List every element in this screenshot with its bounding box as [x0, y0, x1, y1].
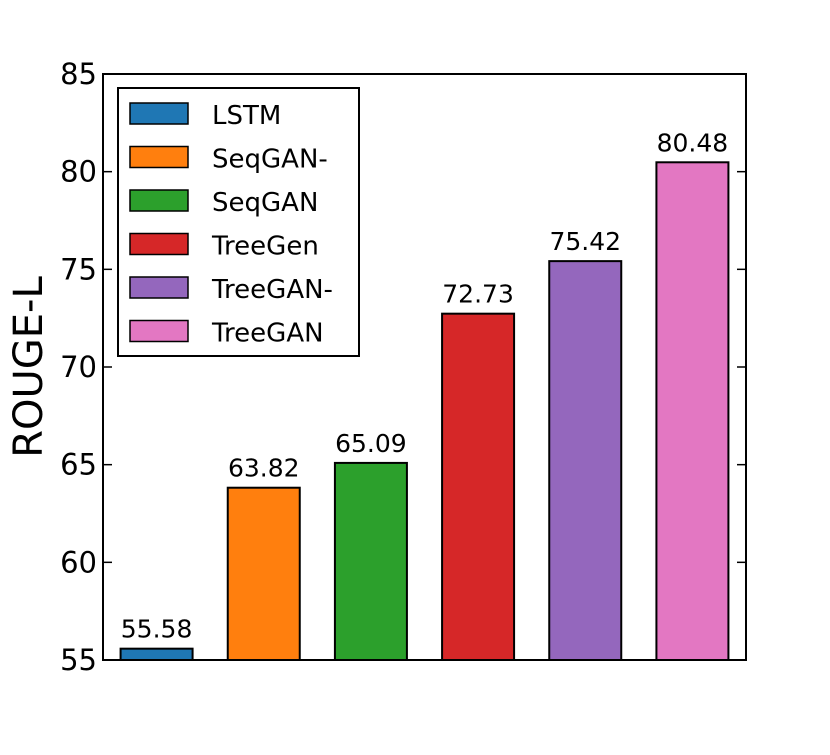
- legend-label: SeqGAN: [212, 188, 318, 218]
- legend-label: TreeGen: [211, 232, 319, 262]
- legend-label: TreeGAN-: [211, 275, 333, 305]
- legend-swatch: [129, 232, 189, 256]
- axes-frame: [102, 73, 747, 661]
- legend-swatch: [129, 276, 189, 299]
- bar-value-label: 63.82: [228, 454, 300, 483]
- legend-label: LSTM: [212, 101, 281, 131]
- bar-value-label: 55.58: [121, 615, 193, 644]
- bar-seqgan: [333, 461, 408, 661]
- y-tick-label: 70: [60, 350, 97, 384]
- y-tick-label: 65: [60, 448, 97, 482]
- y-tick-label: 60: [60, 545, 97, 579]
- bar-value-label: 80.48: [657, 128, 729, 157]
- bar-seqgan-: [226, 486, 301, 661]
- legend-swatch: [129, 102, 189, 125]
- bar-value-label: 75.42: [549, 227, 621, 256]
- legend-swatch: [129, 145, 189, 169]
- legend-label: SeqGAN-: [212, 145, 328, 175]
- bar-value-label: 65.09: [335, 429, 407, 458]
- bar-treegan-: [548, 260, 623, 661]
- y-tick-label: 55: [60, 643, 97, 677]
- bar-value-label: 72.73: [442, 280, 514, 309]
- plot-area: 55 60 65 70 75 80 85 55.58 63.82 65.09 72.73 75.42 8…: [60, 57, 747, 677]
- legend-swatch: [129, 189, 189, 212]
- bar-treegan: [655, 161, 730, 661]
- y-tick-label: 75: [60, 252, 97, 286]
- legend-swatch: [129, 319, 189, 343]
- legend-box: [117, 87, 360, 357]
- bar-lstm: [119, 647, 194, 661]
- bar-treegen: [441, 312, 516, 661]
- legend-label: TreeGAN: [211, 319, 324, 349]
- y-tick-label: 85: [60, 57, 97, 91]
- y-axis-label: ROUGE-L: [6, 276, 52, 458]
- y-tick-label: 80: [60, 155, 97, 189]
